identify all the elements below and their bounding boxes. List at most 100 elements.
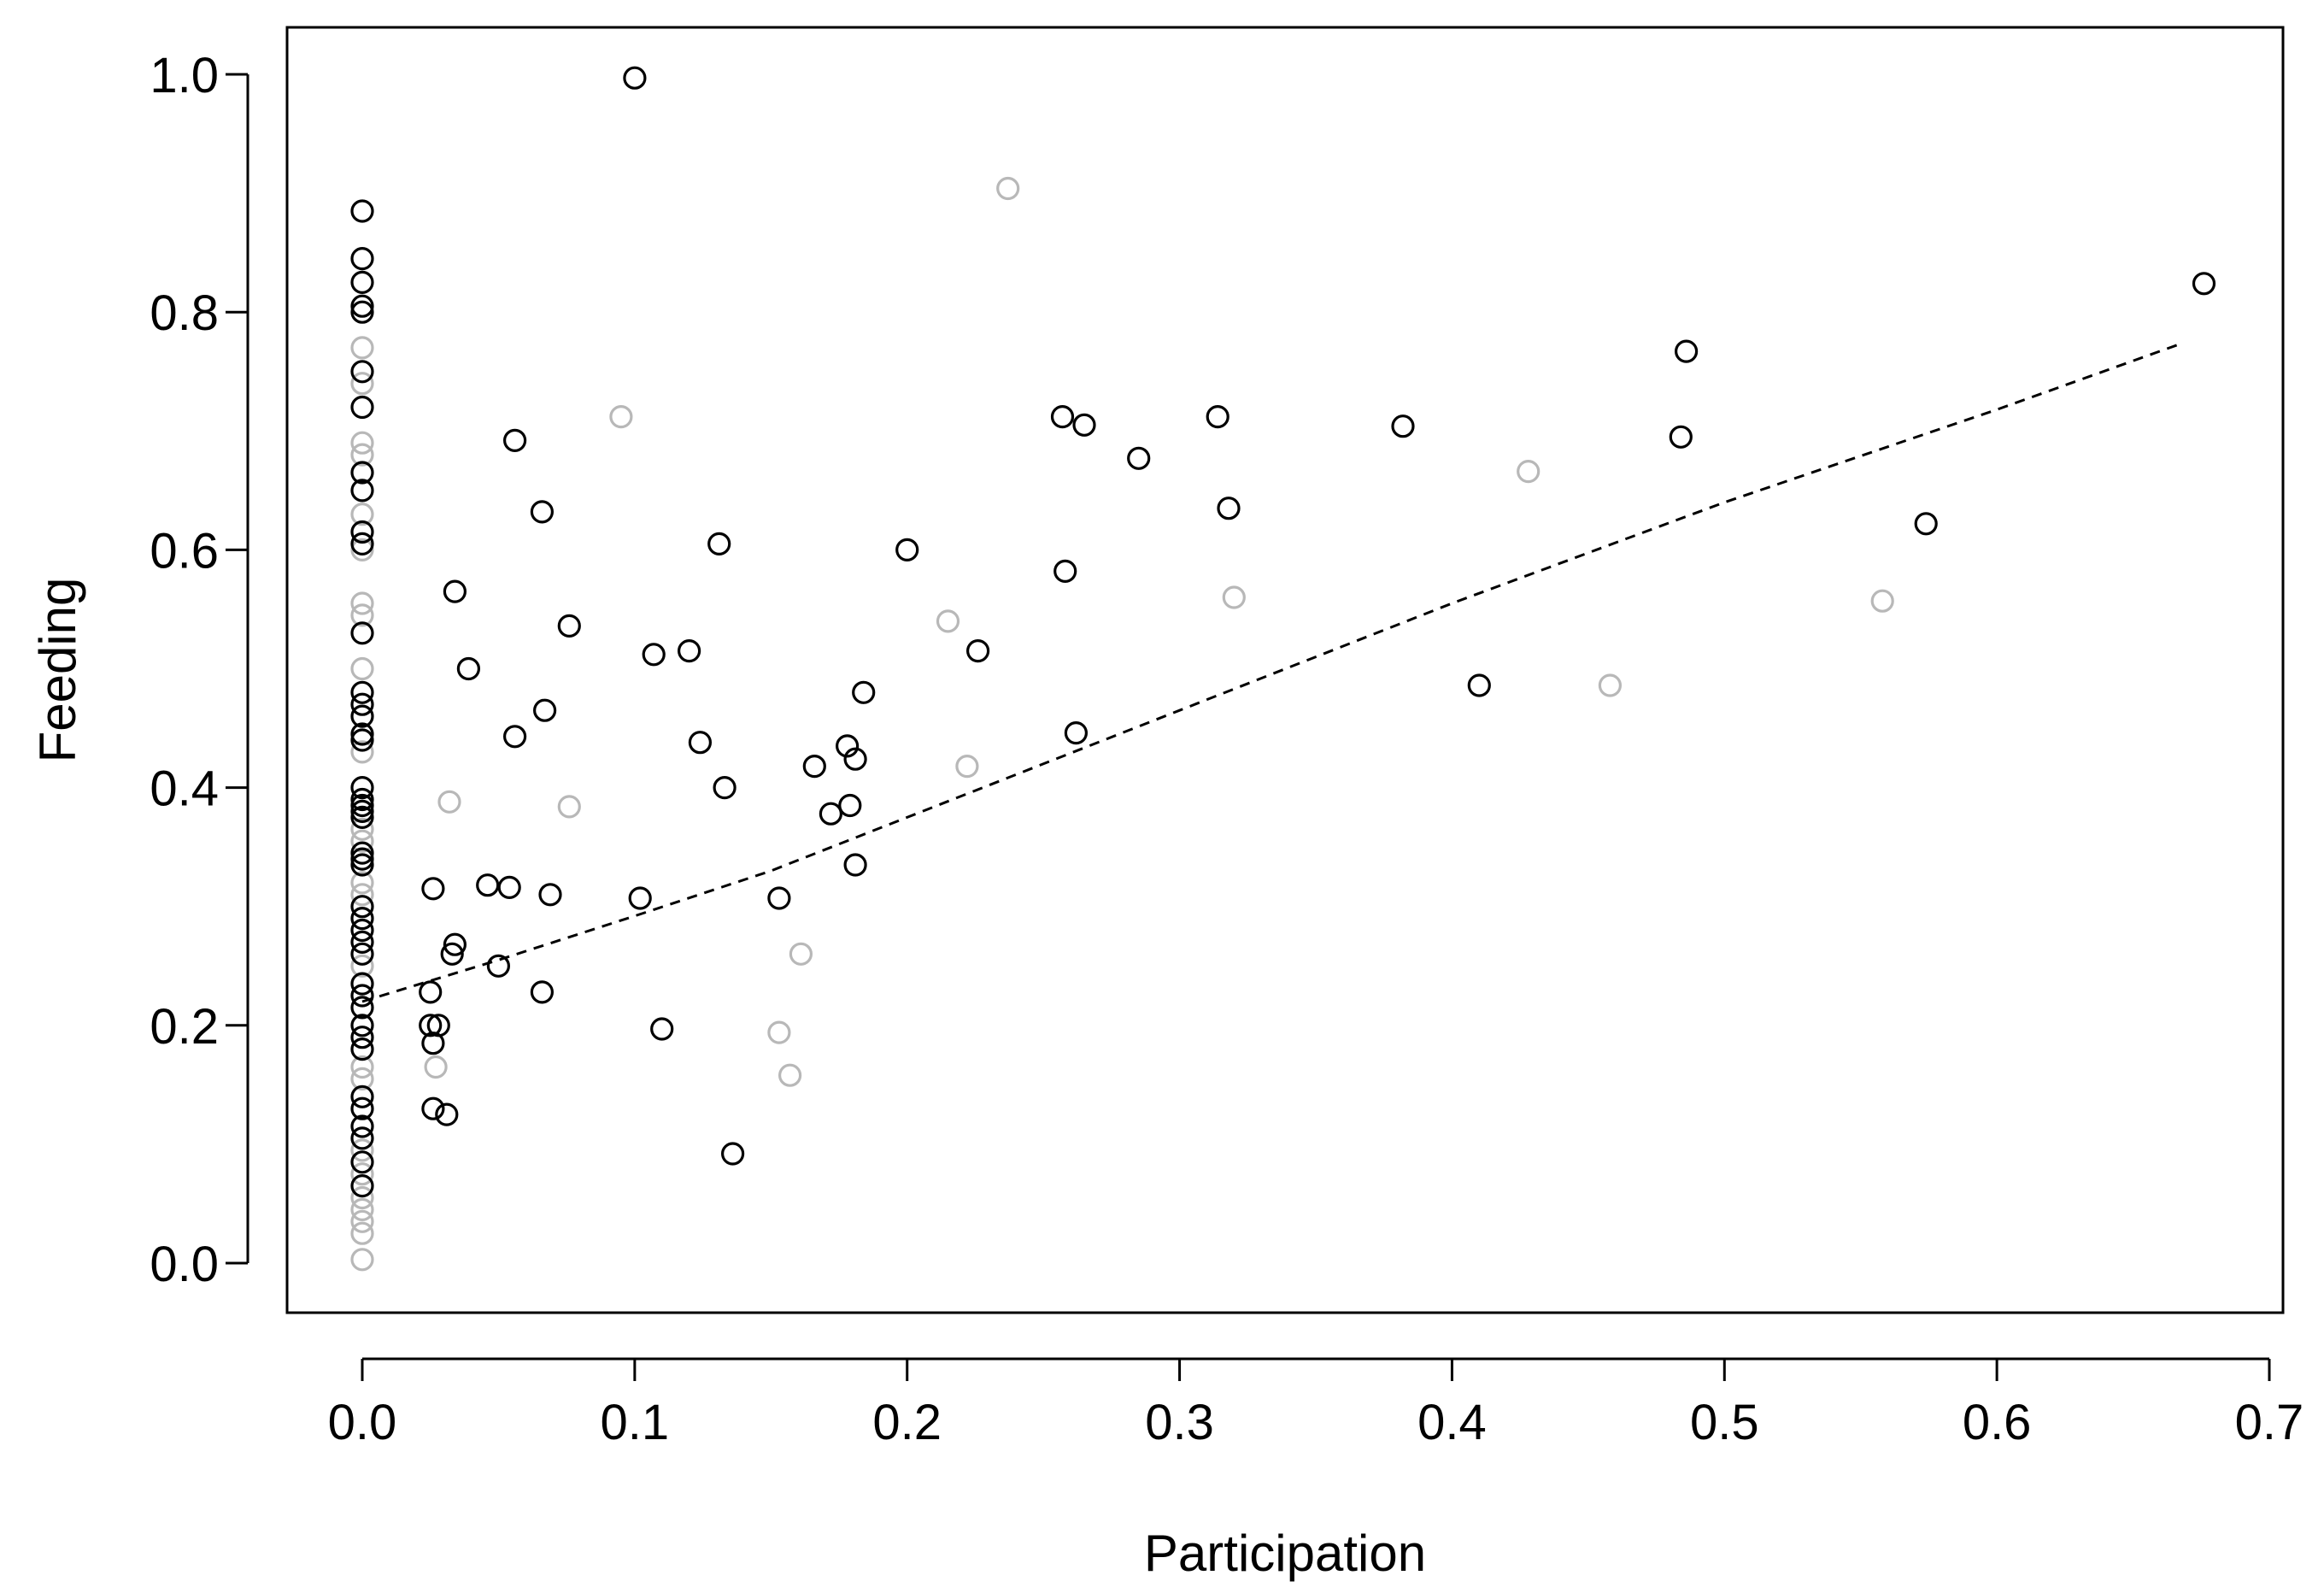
trend-line-group <box>361 343 2180 1003</box>
data-point <box>350 853 374 877</box>
y-axis-label: Feeding <box>29 578 86 763</box>
data-point <box>424 1055 448 1079</box>
y-tick-label: 0.4 <box>150 761 219 817</box>
data-point <box>350 538 374 562</box>
data-point <box>421 1096 445 1120</box>
data-point <box>486 954 511 978</box>
data-point <box>350 1096 374 1120</box>
data-point <box>778 1063 802 1087</box>
data-point <box>350 621 374 645</box>
data-point <box>350 817 374 841</box>
y-tick-label: 1.0 <box>150 48 219 103</box>
data-point <box>852 680 876 704</box>
data-point <box>1072 413 1096 437</box>
data-point <box>350 294 374 318</box>
data-point <box>350 532 374 556</box>
data-point <box>350 996 374 1020</box>
data-point <box>1127 446 1151 470</box>
data-point <box>350 692 374 716</box>
data-point <box>350 395 374 420</box>
y-axis: 0.0 0.2 0.4 0.6 0.8 1.0 <box>150 48 249 1292</box>
x-axis: 0.0 0.1 0.2 0.3 0.4 0.5 0.6 0.7 <box>328 1357 2304 1450</box>
data-point <box>1674 339 1699 363</box>
data-point <box>838 793 862 818</box>
data-point <box>350 805 374 830</box>
y-tick-label: 0.2 <box>150 999 219 1055</box>
x-tick-label: 0.4 <box>1417 1395 1487 1450</box>
y-tick-label: 0.6 <box>150 523 219 579</box>
data-point <box>502 725 527 749</box>
data-point <box>350 1162 374 1186</box>
data-point <box>350 829 374 853</box>
data-point <box>350 1248 374 1272</box>
data-point <box>677 638 701 663</box>
data-point <box>1217 497 1241 520</box>
data-point <box>350 603 374 627</box>
data-point <box>843 747 867 771</box>
data-point <box>502 428 527 453</box>
data-point <box>350 461 374 485</box>
data-point <box>350 841 374 865</box>
data-point <box>802 754 826 779</box>
data-point <box>350 1114 374 1138</box>
data-point <box>350 1138 374 1162</box>
data-point <box>350 1185 374 1210</box>
data-point <box>1206 405 1229 429</box>
data-point <box>350 775 374 800</box>
data-point <box>350 1173 374 1198</box>
data-point <box>1517 459 1541 484</box>
data-point <box>350 300 374 324</box>
x-tick-label: 0.6 <box>1963 1395 2032 1450</box>
data-point <box>350 479 374 503</box>
data-point <box>350 1221 374 1245</box>
x-tick-label: 0.2 <box>872 1395 942 1450</box>
data-point <box>421 877 445 901</box>
data-point <box>350 972 374 996</box>
data-point <box>350 1150 374 1174</box>
x-tick-label: 0.7 <box>2235 1395 2304 1450</box>
data-point <box>350 883 374 907</box>
data-point <box>350 984 374 1008</box>
x-axis-label: Participation <box>1144 1525 1426 1582</box>
data-point <box>1914 512 1938 536</box>
data-point <box>350 1085 374 1108</box>
data-point <box>557 795 581 819</box>
y-tick-label: 0.8 <box>150 285 219 341</box>
data-point <box>1391 414 1415 438</box>
data-point <box>435 1102 459 1126</box>
x-tick-label: 0.1 <box>601 1395 670 1450</box>
data-point <box>713 775 737 800</box>
data-point <box>350 954 374 978</box>
data-point <box>443 579 467 603</box>
data-point <box>1467 673 1491 697</box>
data-point <box>350 942 374 966</box>
data-point <box>688 731 713 755</box>
data-point <box>350 793 374 818</box>
data-point <box>497 875 521 900</box>
data-point <box>767 1020 791 1044</box>
data-point <box>720 1142 745 1166</box>
data-point <box>443 932 467 956</box>
data-point <box>350 199 374 223</box>
data-point <box>350 372 374 396</box>
data-point <box>350 1197 374 1222</box>
data-point <box>2192 272 2216 296</box>
data-point <box>350 906 374 931</box>
trend-line <box>361 343 2180 1003</box>
data-point <box>350 680 374 704</box>
data-point <box>623 66 647 90</box>
data-point <box>707 532 731 556</box>
data-point <box>350 722 374 746</box>
data-point <box>350 930 374 955</box>
data-point <box>456 656 481 681</box>
data-point <box>1050 405 1075 429</box>
data-point <box>350 247 374 271</box>
data-point <box>350 704 374 728</box>
data-point <box>530 500 555 524</box>
data-point <box>955 754 979 779</box>
data-point <box>642 643 666 667</box>
data-point <box>936 609 960 633</box>
data-point <box>350 895 374 919</box>
data-point <box>350 740 374 764</box>
data-point <box>767 886 791 910</box>
